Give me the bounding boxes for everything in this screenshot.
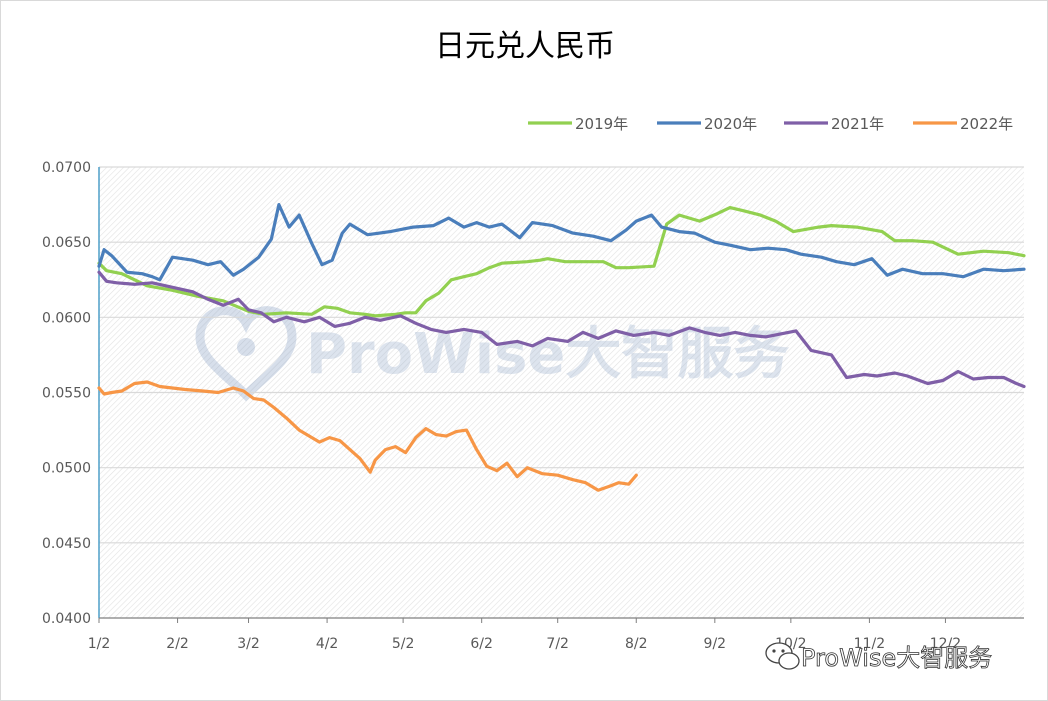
prowise-heart-icon (195, 306, 297, 402)
x-tick-label: 3/2 (237, 636, 260, 652)
x-tick-label: 6/2 (470, 636, 493, 652)
wechat-icon (765, 642, 800, 670)
footer-text: ProWise大智服务 (801, 644, 992, 672)
x-tick-label: 2/2 (166, 636, 189, 652)
y-tick-label: 0.0450 (42, 536, 91, 552)
y-tick-label: 0.0500 (42, 461, 91, 477)
legend-label-2020: 2020年 (704, 115, 757, 133)
series-line-2019 (97, 206, 1026, 318)
x-tick-label: 8/2 (625, 636, 648, 652)
x-tick-label: 9/2 (704, 636, 727, 652)
gridlines (99, 166, 1024, 544)
x-tick-label: 12/2 (930, 636, 961, 652)
series-line-2022 (97, 380, 638, 492)
x-tick-label: 5/2 (392, 636, 415, 652)
chart-title: 日元兑人民币 (435, 29, 615, 64)
y-tick-label: 0.0400 (42, 611, 91, 627)
series-line-2021 (97, 270, 1026, 389)
series-lines (97, 203, 1026, 492)
y-tick-label: 0.0650 (42, 235, 91, 251)
x-tick-label: 7/2 (546, 636, 569, 652)
legend-label-2021: 2021年 (831, 115, 884, 133)
y-tick-label: 0.0600 (42, 310, 91, 326)
y-tick-label: 0.0550 (42, 386, 91, 402)
x-tick-label: 4/2 (316, 636, 339, 652)
y-tick-label: 0.0700 (42, 160, 91, 176)
footer-brand: ProWise大智服务 (765, 642, 993, 672)
x-tick-label: 11/2 (854, 636, 885, 652)
axes (98, 167, 1024, 623)
legend-label-2022: 2022年 (960, 115, 1013, 133)
x-tick-label: 1/2 (88, 636, 111, 652)
legend-label-2019: 2019年 (575, 115, 628, 133)
watermark-text: ProWise大智服务 (306, 322, 789, 387)
series-line-2020 (97, 203, 1026, 282)
y-tick-labels: 0.0700 0.0650 0.0600 0.0550 0.0500 0.0450 0.04… (42, 160, 91, 627)
legend: 2019年 2020年 2021年 2022年 (528, 115, 1013, 133)
